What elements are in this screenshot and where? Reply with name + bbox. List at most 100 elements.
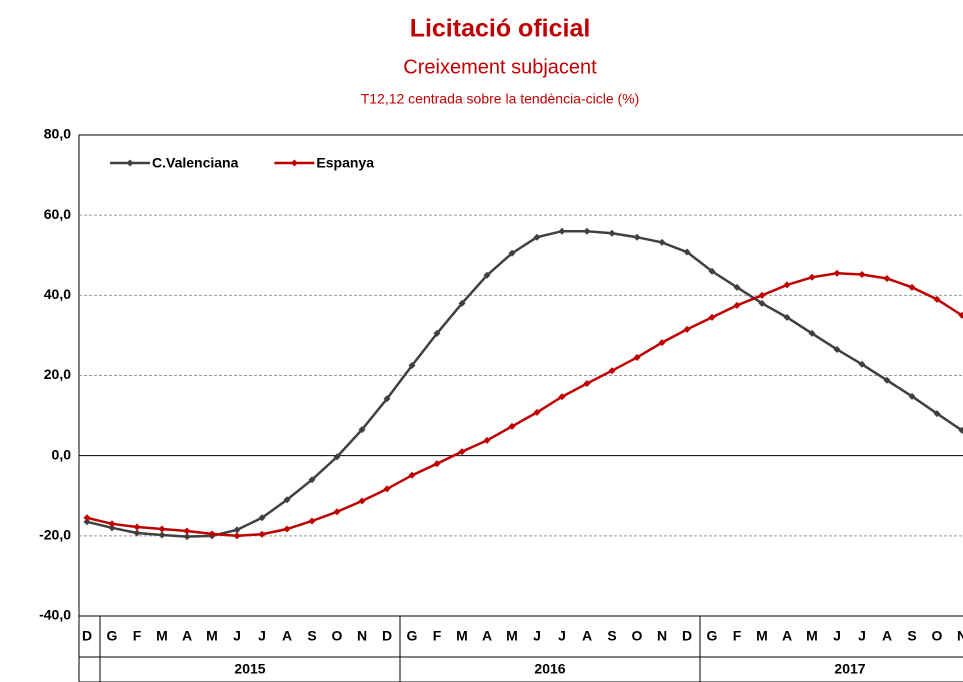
data-point: [608, 229, 616, 237]
x-tick-label: F: [433, 628, 442, 644]
data-point: [883, 274, 891, 282]
x-tick-label: M: [506, 628, 518, 644]
data-point: [308, 517, 316, 525]
data-point: [733, 301, 741, 309]
series-line: [86, 229, 963, 538]
data-point: [758, 291, 766, 299]
x-tick-label: S: [907, 628, 916, 644]
x-tick-label: A: [182, 628, 192, 644]
data-point: [283, 496, 291, 504]
x-tick-label: S: [307, 628, 316, 644]
data-point: [858, 360, 866, 368]
data-point: [258, 514, 266, 522]
data-point: [683, 248, 691, 256]
data-point: [133, 523, 141, 531]
x-tick-label: A: [282, 628, 292, 644]
x-tick-label: J: [833, 628, 841, 644]
x-tick-label: A: [582, 628, 592, 644]
data-point: [733, 283, 741, 291]
data-point: [333, 453, 341, 461]
x-tick-label: M: [206, 628, 218, 644]
data-point: [433, 329, 441, 337]
series-line: [86, 272, 963, 538]
data-point: [633, 233, 641, 241]
x-tick-label: O: [332, 628, 343, 644]
legend-marker: [290, 159, 298, 167]
data-point: [458, 299, 466, 307]
legend-marker: [126, 159, 134, 167]
data-point: [233, 532, 241, 540]
y-tick-label: 20,0: [44, 366, 71, 382]
data-point: [258, 530, 266, 538]
x-tick-label: D: [382, 628, 392, 644]
data-point: [808, 273, 816, 281]
data-point: [783, 281, 791, 289]
data-point: [658, 238, 666, 246]
data-point: [933, 295, 941, 303]
data-point: [408, 471, 416, 479]
data-point: [683, 325, 691, 333]
x-tick-label: S: [607, 628, 616, 644]
data-point: [383, 395, 391, 403]
data-point: [708, 313, 716, 321]
x-tick-label: M: [806, 628, 818, 644]
x-tick-label: O: [932, 628, 943, 644]
data-point: [358, 497, 366, 505]
data-point: [508, 422, 516, 430]
data-point: [958, 426, 963, 434]
x-tick-label: A: [782, 628, 792, 644]
data-point: [158, 525, 166, 533]
data-point: [483, 271, 491, 279]
data-point: [933, 410, 941, 418]
year-label: 2015: [234, 661, 265, 677]
data-point: [133, 529, 141, 537]
data-point: [708, 267, 716, 275]
year-label: 2017: [834, 661, 865, 677]
data-point: [908, 283, 916, 291]
x-tick-label: D: [82, 628, 92, 644]
data-point: [83, 518, 91, 526]
chart-title: Licitació oficial: [410, 15, 591, 43]
data-point: [583, 380, 591, 388]
data-point: [108, 520, 116, 528]
data-point: [558, 227, 566, 235]
data-point: [358, 426, 366, 434]
data-point: [908, 392, 916, 400]
data-point: [583, 227, 591, 235]
y-tick-label: -40,0: [39, 607, 71, 623]
x-tick-label: J: [233, 628, 241, 644]
data-point: [758, 299, 766, 307]
data-point: [408, 361, 416, 369]
data-point: [183, 533, 191, 541]
data-point: [158, 531, 166, 539]
x-tick-label: O: [632, 628, 643, 644]
data-point: [833, 345, 841, 353]
data-point: [533, 408, 541, 416]
x-tick-label: M: [756, 628, 768, 644]
data-point: [833, 269, 841, 277]
data-point: [658, 339, 666, 347]
x-tick-label: J: [533, 628, 541, 644]
data-point: [608, 367, 616, 375]
x-tick-label: N: [657, 628, 667, 644]
x-tick-label: J: [858, 628, 866, 644]
data-point: [508, 249, 516, 257]
data-point: [333, 508, 341, 516]
y-tick-label: -20,0: [39, 527, 71, 543]
y-tick-label: 40,0: [44, 286, 71, 302]
y-tick-label: 0,0: [52, 446, 72, 462]
legend-label: C.Valenciana: [152, 155, 239, 171]
data-point: [533, 233, 541, 241]
chart-note: T12,12 centrada sobre la tendència-cicle…: [361, 91, 640, 107]
data-point: [308, 476, 316, 484]
data-point: [558, 393, 566, 401]
x-tick-label: M: [456, 628, 468, 644]
plot-frame: [78, 134, 963, 682]
x-tick-label: F: [133, 628, 142, 644]
data-point: [783, 313, 791, 321]
x-tick-label: M: [156, 628, 168, 644]
data-point: [433, 460, 441, 468]
data-point: [233, 526, 241, 534]
